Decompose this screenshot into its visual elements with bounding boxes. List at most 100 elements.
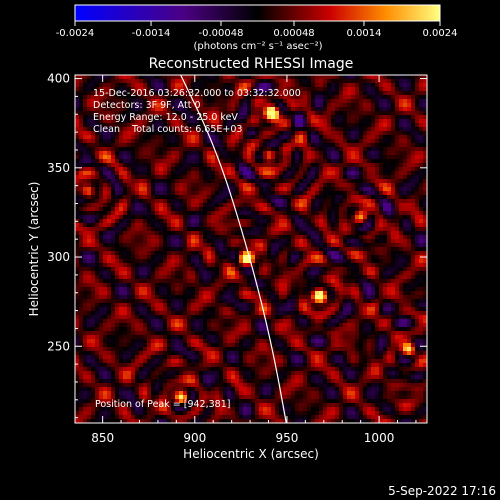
heatmap-cell [191, 259, 196, 264]
heatmap-cell [295, 263, 300, 268]
heatmap-cell [407, 115, 412, 120]
heatmap-cell [95, 219, 100, 224]
heatmap-cell [287, 199, 292, 204]
heatmap-cell [79, 99, 84, 104]
heatmap-cell [307, 195, 312, 200]
heatmap-cell [367, 251, 372, 256]
heatmap-cell [359, 283, 364, 288]
heatmap-cell [283, 283, 288, 288]
heatmap-cell [227, 87, 232, 92]
heatmap-cell [315, 127, 320, 132]
heatmap-cell [83, 103, 88, 108]
heatmap-cell [299, 203, 304, 208]
heatmap-cell [179, 243, 184, 248]
heatmap-cell [355, 271, 360, 276]
heatmap-cell [295, 111, 300, 116]
heatmap-cell [403, 107, 408, 112]
heatmap-cell [263, 151, 268, 156]
heatmap-cell [319, 131, 324, 136]
heatmap-cell [107, 283, 112, 288]
heatmap-cell [159, 167, 164, 172]
heatmap-cell [347, 291, 352, 296]
heatmap-cell [167, 175, 172, 180]
heatmap-cell [155, 107, 160, 112]
heatmap-cell [99, 215, 104, 220]
heatmap-cell [279, 111, 284, 116]
heatmap-cell [83, 247, 88, 252]
heatmap-cell [299, 99, 304, 104]
heatmap-cell [115, 111, 120, 116]
heatmap-cell [95, 111, 100, 116]
heatmap-cell [83, 187, 88, 192]
heatmap-cell [395, 291, 400, 296]
heatmap-cell [203, 127, 208, 132]
heatmap-cell [275, 215, 280, 220]
heatmap-cell [235, 263, 240, 268]
heatmap-cell [99, 179, 104, 184]
heatmap-cell [235, 251, 240, 256]
heatmap-cell [415, 183, 420, 188]
heatmap-cell [227, 199, 232, 204]
heatmap-cell [359, 155, 364, 160]
heatmap-cell [239, 163, 244, 168]
heatmap-cell [359, 239, 364, 244]
heatmap-cell [87, 75, 92, 80]
heatmap-cell [423, 139, 427, 144]
heatmap-cell [395, 179, 400, 184]
heatmap-cell [75, 111, 80, 116]
heatmap-cell [191, 163, 196, 168]
heatmap-cell [87, 155, 92, 160]
heatmap-cell [423, 111, 427, 116]
heatmap-cell [407, 235, 412, 240]
heatmap-cell [299, 251, 304, 256]
heatmap-cell [311, 291, 316, 296]
heatmap-cell [243, 275, 248, 280]
heatmap-cell [411, 111, 416, 116]
heatmap-cell [143, 207, 148, 212]
heatmap-cell [423, 223, 427, 228]
heatmap-cell [75, 183, 80, 188]
heatmap-cell [75, 207, 80, 212]
heatmap-cell [195, 219, 200, 224]
heatmap-cell [87, 127, 92, 132]
heatmap-cell [355, 171, 360, 176]
heatmap-cell [415, 251, 420, 256]
heatmap-cell [291, 243, 296, 248]
heatmap-cell [395, 159, 400, 164]
heatmap-cell [115, 211, 120, 216]
heatmap-cell [311, 203, 316, 208]
heatmap-cell [143, 255, 148, 260]
heatmap-cell [211, 79, 216, 84]
heatmap-cell [319, 147, 324, 152]
heatmap-cell [247, 291, 252, 296]
heatmap-cell [319, 179, 324, 184]
heatmap-cell [211, 151, 216, 156]
heatmap-cell [363, 175, 368, 180]
heatmap-cell [275, 75, 280, 80]
heatmap-cell [395, 79, 400, 84]
heatmap-cell [119, 287, 124, 292]
heatmap-cell [367, 79, 372, 84]
heatmap-cell [363, 111, 368, 116]
heatmap-cell [339, 279, 344, 284]
heatmap-cell [355, 275, 360, 280]
heatmap-cell [351, 131, 356, 136]
heatmap-cell [275, 131, 280, 136]
heatmap-cell [251, 195, 256, 200]
heatmap-cell [99, 155, 104, 160]
heatmap-cell [307, 167, 312, 172]
heatmap-cell [171, 179, 176, 184]
heatmap-cell [155, 159, 160, 164]
heatmap-cell [267, 83, 272, 88]
heatmap-cell [375, 283, 380, 288]
heatmap-cell [175, 207, 180, 212]
heatmap-cell [187, 99, 192, 104]
heatmap-cell [347, 159, 352, 164]
heatmap-cell [347, 235, 352, 240]
heatmap-cell [219, 283, 224, 288]
heatmap-cell [391, 87, 396, 92]
heatmap-cell [179, 263, 184, 268]
heatmap-cell [159, 135, 164, 140]
heatmap-cell [107, 295, 112, 300]
heatmap-cell [415, 191, 420, 196]
